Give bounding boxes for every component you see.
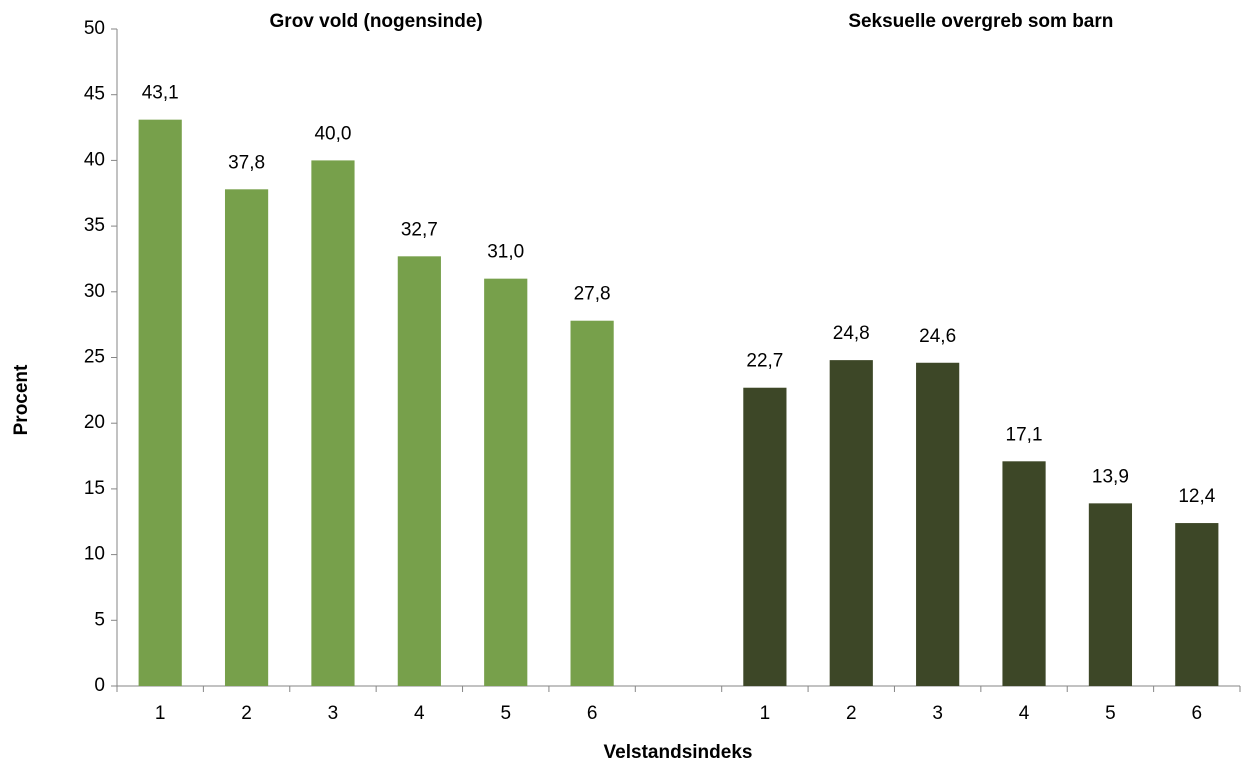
bar xyxy=(1002,461,1046,686)
y-tick-label: 40 xyxy=(84,149,105,170)
bar xyxy=(743,387,787,686)
value-label: 24,6 xyxy=(919,326,956,347)
value-label: 13,9 xyxy=(1092,466,1129,487)
y-tick-label: 25 xyxy=(84,347,105,368)
y-tick-label: 30 xyxy=(84,281,105,302)
value-label: 37,8 xyxy=(228,152,265,173)
y-tick-label: 5 xyxy=(94,609,105,630)
bar xyxy=(829,360,873,686)
series-title: Grov vold (nogensinde) xyxy=(270,11,483,32)
series-title: Seksuelle overgreb som barn xyxy=(848,11,1113,32)
y-tick-label: 10 xyxy=(84,544,105,565)
bar xyxy=(397,256,441,686)
value-label: 43,1 xyxy=(142,83,179,104)
x-tick-label: 2 xyxy=(241,703,252,724)
y-tick-label: 15 xyxy=(84,478,105,499)
x-tick-label: 4 xyxy=(414,703,425,724)
bar xyxy=(1088,503,1133,686)
x-tick-label: 3 xyxy=(328,703,339,724)
value-label: 31,0 xyxy=(487,242,524,263)
value-label: 24,8 xyxy=(833,323,870,344)
x-tick-label: 1 xyxy=(155,703,166,724)
value-label: 32,7 xyxy=(401,219,438,240)
x-tick-label: 5 xyxy=(500,703,511,724)
bar xyxy=(570,320,614,686)
bar xyxy=(311,160,355,686)
y-axis-label: Procent xyxy=(11,364,32,435)
value-label: 12,4 xyxy=(1178,486,1215,507)
x-axis-label: Velstandsindeks xyxy=(604,742,753,763)
x-tick-label: 6 xyxy=(587,703,598,724)
y-tick-label: 35 xyxy=(84,215,105,236)
y-tick-label: 50 xyxy=(84,18,105,39)
value-label: 27,8 xyxy=(574,284,611,305)
x-tick-label: 4 xyxy=(1019,703,1030,724)
bar xyxy=(1175,523,1219,686)
bar xyxy=(484,278,528,686)
value-label: 22,7 xyxy=(746,351,783,372)
x-tick-label: 6 xyxy=(1192,703,1203,724)
y-tick-label: 45 xyxy=(84,84,105,105)
x-tick-label: 1 xyxy=(760,703,771,724)
x-tick-label: 2 xyxy=(846,703,857,724)
value-label: 40,0 xyxy=(314,123,351,144)
y-tick-label: 20 xyxy=(84,412,105,433)
x-tick-label: 5 xyxy=(1105,703,1116,724)
bar xyxy=(138,119,182,686)
bar xyxy=(224,189,269,687)
y-tick-label: 0 xyxy=(94,675,105,696)
value-label: 17,1 xyxy=(1006,424,1043,445)
bar xyxy=(916,362,960,686)
x-tick-label: 3 xyxy=(932,703,943,724)
